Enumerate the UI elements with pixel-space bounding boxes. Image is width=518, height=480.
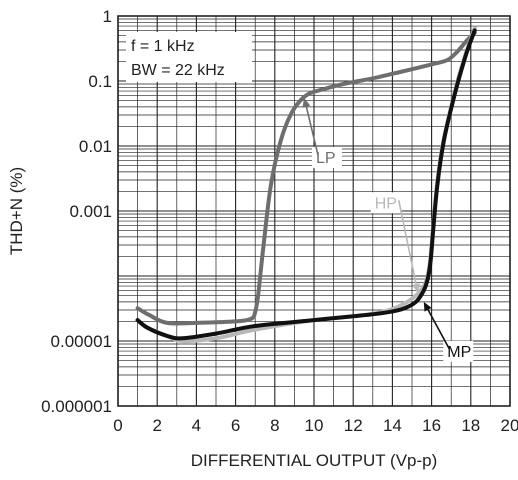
y-tick-label: 0.001: [69, 202, 112, 221]
y-tick-label: 0.00001: [51, 332, 112, 351]
x-tick-label: 2: [152, 416, 161, 435]
callout-backdrop: [311, 146, 342, 168]
x-tick-label: 14: [383, 416, 402, 435]
y-tick-label: 0.000001: [41, 397, 112, 416]
callouts: LP HP MP: [302, 97, 474, 362]
callout-backdrop: [443, 340, 474, 362]
callout-arrowhead-lp: [302, 97, 311, 108]
x-tick-label: 6: [231, 416, 240, 435]
series-line-mp: [135, 28, 477, 341]
y-tick-labels: 1 0.1 0.01 0.001 0.00001 0.000001: [41, 7, 112, 416]
callout-arrowhead-mp: [423, 301, 432, 312]
annotation-bandwidth: BW = 22 kHz: [131, 62, 225, 79]
x-axis-label: DIFFERENTIAL OUTPUT (Vp-p): [191, 451, 438, 470]
series-line-lp: [135, 30, 477, 326]
callout-arrowhead-hp: [412, 283, 420, 293]
y-tick-label: 0.01: [79, 137, 112, 156]
y-axis-label: THD+N (%): [7, 167, 26, 255]
plot-frame: [117, 15, 511, 407]
x-tick-label: 12: [344, 416, 363, 435]
x-tick-label: 20: [501, 416, 518, 435]
conditions-annotation: f = 1 kHz BW = 22 kHz: [126, 32, 252, 82]
x-tick-label: 16: [422, 416, 441, 435]
callout-arrow-hp: [397, 200, 419, 292]
callout-label-mp: MP: [447, 344, 471, 361]
annotation-frequency: f = 1 kHz: [131, 38, 195, 55]
x-tick-label: 10: [305, 416, 324, 435]
y-tick-label: 0.1: [88, 72, 112, 91]
series-group: [135, 26, 477, 344]
callout-arrow-mp: [424, 303, 450, 350]
x-tick-labels: 0 2 4 6 8 10 12 14 16 18 20: [113, 416, 518, 435]
callout-arrow-lp: [303, 99, 319, 156]
x-tick-label: 8: [270, 416, 279, 435]
x-tick-label: 0: [113, 416, 122, 435]
callout-backdrop: [370, 192, 401, 214]
x-tick-label: 4: [192, 416, 201, 435]
callout-label-hp: HP: [375, 195, 397, 212]
callout-label-lp: LP: [316, 150, 336, 167]
x-tick-label: 18: [461, 416, 480, 435]
annotation-backdrop: [126, 32, 252, 82]
y-tick-label: 1: [103, 7, 112, 26]
